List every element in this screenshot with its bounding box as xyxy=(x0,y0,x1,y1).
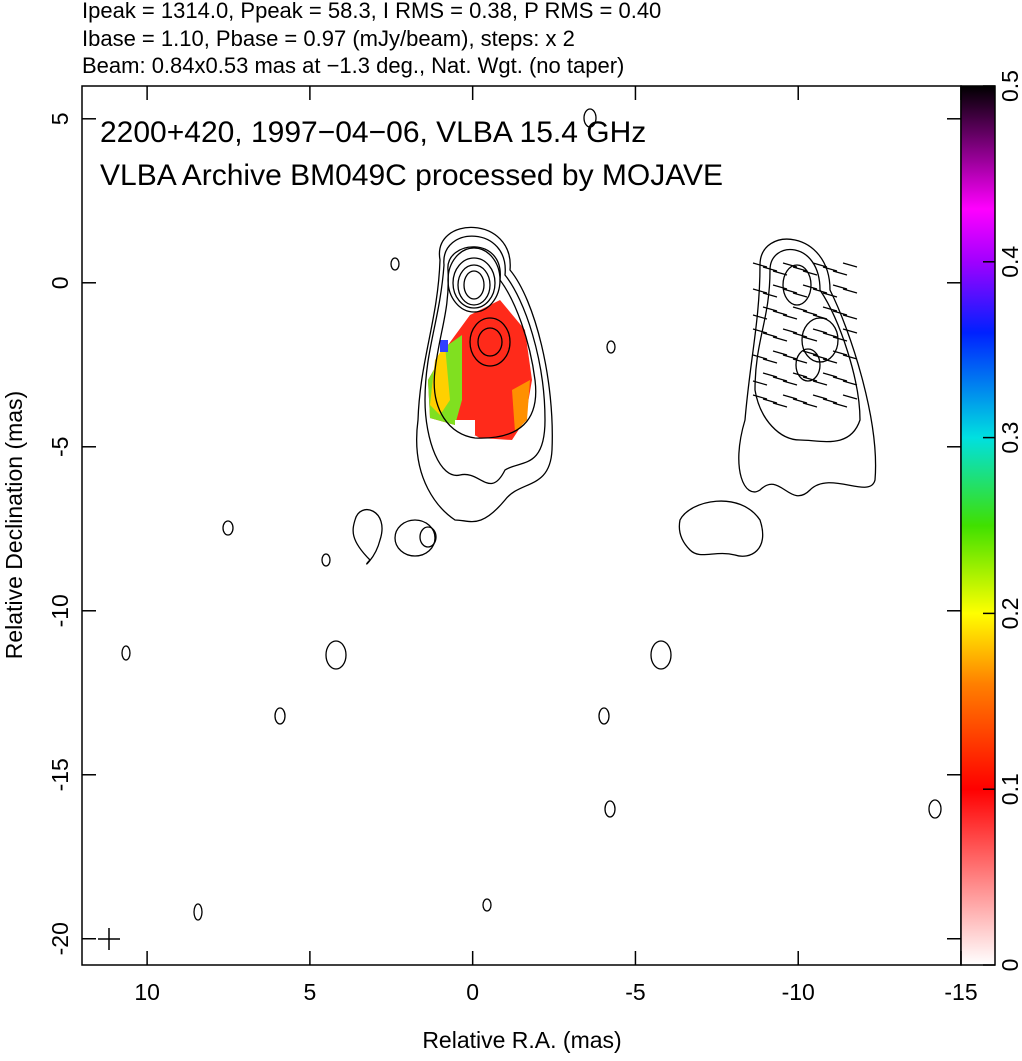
header-line: Beam: 0.84x0.53 mas at −1.3 deg., Nat. W… xyxy=(82,53,624,78)
x-axis-label: Relative R.A. (mas) xyxy=(422,1027,621,1053)
y-tick-label: 0 xyxy=(47,276,73,289)
colorbar-tick-label: 0 xyxy=(997,959,1022,972)
x-tick-label: 0 xyxy=(466,979,479,1005)
colorbar-tick-label: 0.1 xyxy=(997,773,1022,805)
colorbar-tick-label: 0.3 xyxy=(997,422,1022,454)
y-tick-label: -10 xyxy=(47,594,73,627)
x-tick-label: 10 xyxy=(134,979,160,1005)
beam xyxy=(98,928,120,950)
header-line: Ibase = 1.10, Pbase = 0.97 (mJy/beam), s… xyxy=(82,26,575,51)
y-tick-label: -15 xyxy=(47,758,73,791)
contours xyxy=(121,108,942,921)
y-tick-label: 5 xyxy=(47,112,73,125)
x-tick-label: 5 xyxy=(303,979,316,1005)
y-tick-label: -5 xyxy=(47,437,73,457)
x-tick-label: -10 xyxy=(782,979,815,1005)
annotation: VLBA Archive BM049C processed by MOJAVE xyxy=(100,159,723,192)
plot-frame xyxy=(81,85,962,966)
header-line: Ipeak = 1314.0, Ppeak = 58.3, I RMS = 0.… xyxy=(82,0,661,23)
colorbar-tick-label: 0.5 xyxy=(997,70,1022,102)
x-tick-label: -15 xyxy=(944,979,977,1005)
colorbar-tick-label: 0.2 xyxy=(997,597,1022,629)
colorbar-tick-label: 0.4 xyxy=(997,246,1022,278)
x-tick-label: -5 xyxy=(625,979,645,1005)
evpa-vectors xyxy=(752,262,858,408)
y-axis-label: Relative Declination (mas) xyxy=(1,391,27,659)
colorbar xyxy=(960,85,996,966)
y-tick-label: -20 xyxy=(47,922,73,955)
annotation: 2200+420, 1997−04−06, VLBA 15.4 GHz xyxy=(100,116,646,149)
